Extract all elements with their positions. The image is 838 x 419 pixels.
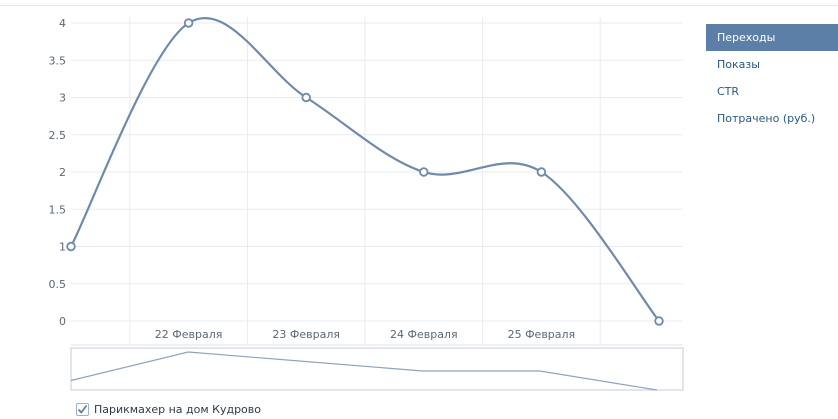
data-point[interactable] xyxy=(419,167,429,177)
series-checkbox[interactable] xyxy=(76,403,89,416)
y-tick-label: 3 xyxy=(59,92,66,105)
series-label: Парикмахер на дом Кудрово xyxy=(94,403,261,416)
metric-item-transitions[interactable]: Переходы xyxy=(706,24,838,51)
checkmark-icon xyxy=(77,404,88,414)
top-divider xyxy=(0,5,838,6)
navigator-frame[interactable] xyxy=(70,347,684,391)
data-point[interactable] xyxy=(183,18,194,28)
x-tick-label: 25 Февраля xyxy=(508,328,576,341)
y-tick-label: 4 xyxy=(59,17,66,30)
data-point[interactable] xyxy=(536,167,547,177)
data-point[interactable] xyxy=(654,316,664,326)
y-tick-label: 0.5 xyxy=(49,278,67,291)
series-toggle[interactable]: Парикмахер на дом Кудрово xyxy=(76,402,261,417)
metric-item-ctr[interactable]: CTR xyxy=(717,85,740,98)
metric-item-impressions[interactable]: Показы xyxy=(717,58,760,71)
y-tick-label: 1.5 xyxy=(49,203,67,216)
x-tick-label: 24 Февраля xyxy=(390,328,458,341)
y-tick-label: 3.5 xyxy=(49,54,67,67)
navigator-series-line xyxy=(70,351,658,391)
metric-item-spent[interactable]: Потрачено (руб.) xyxy=(717,112,816,125)
data-point[interactable] xyxy=(66,241,76,252)
y-tick-label: 2.5 xyxy=(49,129,67,142)
x-tick-label: 23 Февраля xyxy=(272,328,340,341)
metric-selector: Переходы Показы CTR Потрачено (руб.) xyxy=(706,24,838,132)
series-line xyxy=(70,16,660,322)
y-tick-label: 1 xyxy=(59,241,66,254)
y-tick-label: 2 xyxy=(59,166,66,179)
y-tick-label: 0 xyxy=(59,315,66,328)
x-tick-label: 22 Февраля xyxy=(155,328,223,341)
data-point[interactable] xyxy=(301,92,311,103)
